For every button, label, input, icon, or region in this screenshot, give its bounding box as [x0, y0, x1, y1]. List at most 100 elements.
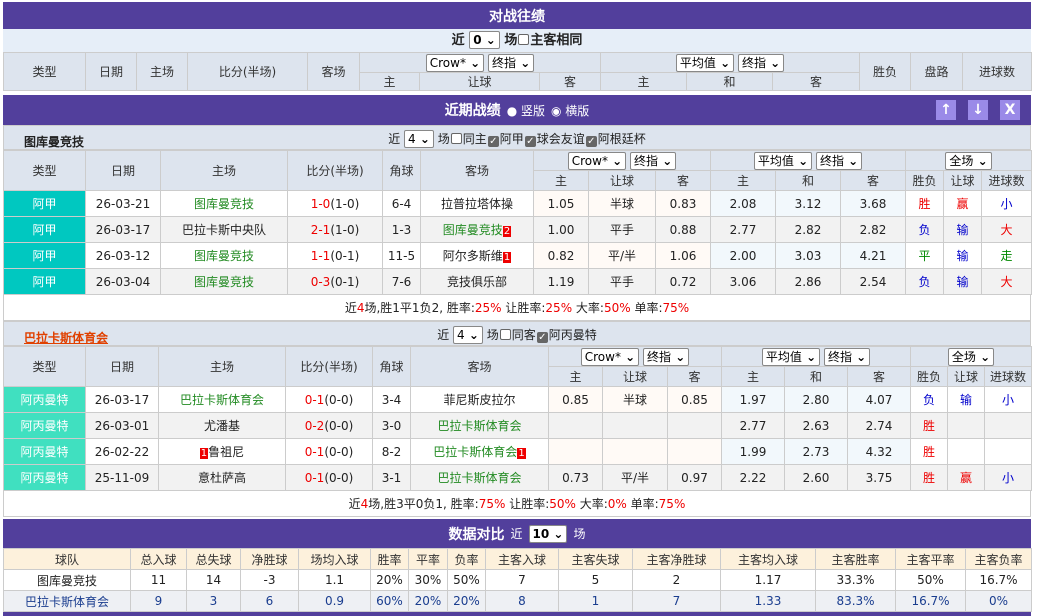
home-team-cell[interactable]: 1鲁祖尼: [158, 438, 286, 465]
compare-bottom-bar: [3, 612, 1031, 616]
full-score: 0-2: [304, 418, 325, 433]
near-label: 近: [437, 328, 450, 342]
h2h-odds-company-select[interactable]: 平均值: [675, 53, 735, 72]
team2-count-select[interactable]: 4: [453, 326, 483, 344]
close-icon[interactable]: X: [1000, 100, 1020, 120]
odds-cell: 1.99: [721, 438, 786, 465]
odds-company-select[interactable]: 平均值: [761, 347, 821, 366]
compare-count-select[interactable]: 10: [528, 524, 568, 543]
company-select[interactable]: Crow*: [567, 151, 627, 170]
away-team-cell[interactable]: 竞技俱乐部: [420, 268, 534, 295]
home-team-cell[interactable]: 巴拉卡斯体育会: [158, 386, 286, 413]
handicap-type-select[interactable]: 终指: [643, 347, 690, 366]
sub-header: 客: [654, 170, 712, 191]
filter-checkbox[interactable]: ✓: [536, 332, 548, 343]
near-label: 近: [510, 527, 523, 541]
odds-cell: 3.12: [775, 190, 842, 217]
odds-cell: 1.00: [533, 216, 589, 243]
away-team-cell[interactable]: 图库曼竞技2: [420, 216, 534, 243]
h2h-title-bar: 对战往绩: [3, 2, 1031, 29]
team2-name[interactable]: 巴拉卡斯体育会: [24, 331, 109, 345]
company-select[interactable]: Crow*: [580, 347, 640, 366]
corner-cell: 7-6: [382, 268, 421, 295]
date-cell: 26-03-12: [85, 242, 161, 269]
sub-header: 让球: [947, 366, 986, 387]
odds-cell: 0.85: [548, 386, 603, 413]
h2h-company-select[interactable]: Crow*: [425, 53, 485, 72]
filter-checkbox[interactable]: ✓: [585, 136, 597, 147]
odds-company-select[interactable]: 平均值: [753, 151, 813, 170]
home-team-name: 意杜萨高: [197, 471, 246, 485]
same-home-away-checkbox[interactable]: [518, 34, 530, 45]
home-team-cell[interactable]: 巴拉卡斯中央队: [160, 216, 288, 243]
league-cell[interactable]: 阿丙曼特: [3, 464, 86, 491]
full-score: 0-1: [304, 470, 325, 485]
stat-cell: 1.17: [720, 569, 816, 591]
col-corner: 角球: [372, 346, 411, 387]
odds-cell: 0.72: [654, 268, 712, 295]
home-team-cell[interactable]: 尤潘基: [158, 412, 286, 439]
match-row: 阿甲 26-03-21 图库曼竞技 1-0(1-0) 6-4 拉普拉塔体操 1.05 半球 0.…: [3, 190, 1033, 217]
col-date: 日期: [85, 150, 161, 191]
full-score: 0-1: [304, 392, 325, 407]
arrow-up-icon[interactable]: ↑: [936, 100, 956, 120]
pan-cell: 输: [943, 216, 983, 243]
vertical-radio[interactable]: ● 竖版: [506, 103, 545, 118]
home-team-cell[interactable]: 图库曼竞技: [160, 190, 288, 217]
home-team-cell[interactable]: 图库曼竞技: [160, 268, 288, 295]
stat-cell: 30%: [408, 569, 448, 591]
compare-header: 主客均入球: [720, 548, 816, 570]
sub-header: 胜负: [910, 366, 949, 387]
horizontal-radio[interactable]: ◉ 横版: [551, 103, 590, 118]
league-cell[interactable]: 阿甲: [3, 268, 86, 295]
odds-cell: 平/半: [602, 464, 668, 491]
home-team-cell[interactable]: 意杜萨高: [158, 464, 286, 491]
away-team-cell[interactable]: 菲尼斯皮拉尔: [410, 386, 549, 413]
league-cell[interactable]: 阿甲: [3, 190, 86, 217]
team1-count-select[interactable]: 4: [404, 130, 434, 148]
sub-header: 主: [548, 366, 603, 387]
away-team-cell[interactable]: 巴拉卡斯体育会: [410, 412, 549, 439]
away-team-name: 竞技俱乐部: [446, 275, 507, 289]
corner-cell: 6-4: [382, 190, 421, 217]
away-team-cell[interactable]: 巴拉卡斯体育会: [410, 464, 549, 491]
away-team-name: 阿尔多斯维: [442, 249, 503, 263]
h2h-odds-type-select[interactable]: 终指: [737, 53, 785, 72]
league-cell[interactable]: 阿丙曼特: [3, 386, 86, 413]
filter-label: 阿根廷杯: [597, 132, 646, 146]
team2-summary: 近4场,胜3平0负1, 胜率:75% 让胜率:50% 大率:0% 单率:75%: [3, 491, 1031, 517]
league-cell[interactable]: 阿甲: [3, 242, 86, 269]
away-team-cell[interactable]: 巴拉卡斯体育会1: [410, 438, 549, 465]
h2h-handicap-type-select[interactable]: 终指: [488, 53, 535, 72]
arrow-down-icon[interactable]: ↓: [968, 100, 988, 120]
stat-cell: 9: [130, 590, 187, 612]
sub-header: 让球: [588, 170, 656, 191]
league-cell[interactable]: 阿丙曼特: [3, 412, 86, 439]
match-row: 阿丙曼特 25-11-09 意杜萨高 0-1(0-0) 3-1 巴拉卡斯体育会 0.73 平/…: [3, 464, 1033, 491]
odds-cell: 平手: [588, 216, 656, 243]
period-select[interactable]: 全场: [945, 151, 992, 170]
filter-checkbox[interactable]: ✓: [524, 136, 536, 147]
filter-checkbox[interactable]: [499, 329, 511, 340]
sub-header: 让球: [602, 366, 668, 387]
col-away: 客场: [307, 52, 360, 91]
home-team-cell[interactable]: 图库曼竞技: [160, 242, 288, 269]
league-cell[interactable]: 阿甲: [3, 216, 86, 243]
filter-checkbox[interactable]: ✓: [487, 136, 499, 147]
home-team-name: 鲁祖尼: [208, 445, 245, 459]
period-select[interactable]: 全场: [947, 347, 995, 366]
summary-part: 大率:: [575, 497, 608, 511]
col-date: 日期: [85, 52, 137, 91]
odds-cell: 2.63: [784, 412, 849, 439]
full-score: 1-0: [310, 196, 331, 211]
odds-type-select[interactable]: 终指: [815, 151, 863, 170]
odds-type-select[interactable]: 终指: [823, 347, 871, 366]
away-team-cell[interactable]: 阿尔多斯维1: [420, 242, 534, 269]
away-team-cell[interactable]: 拉普拉塔体操: [420, 190, 534, 217]
h2h-count-select[interactable]: 0: [469, 31, 500, 49]
handicap-type-select[interactable]: 终指: [630, 151, 677, 170]
league-cell[interactable]: 阿丙曼特: [3, 438, 86, 465]
filter-checkbox[interactable]: [450, 133, 462, 144]
